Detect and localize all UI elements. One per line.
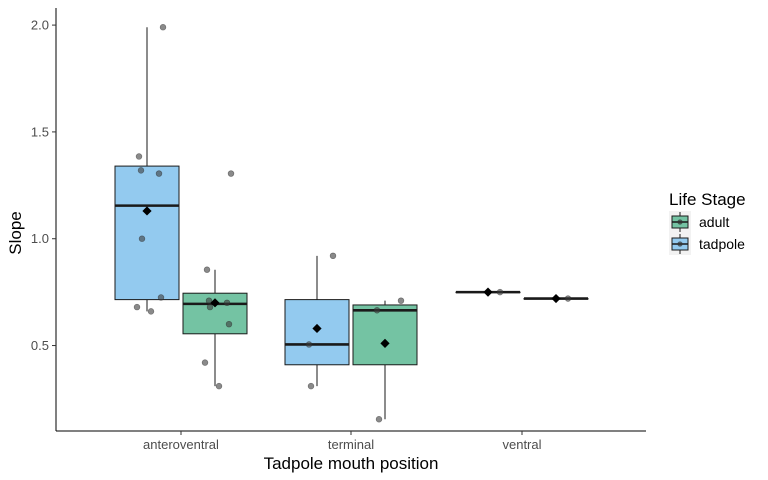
y-tick-label: 1.0 <box>31 231 49 246</box>
mean-marker <box>312 323 322 334</box>
x-axis-title: Tadpole mouth position <box>264 454 439 473</box>
y-tick-label: 0.5 <box>31 338 49 353</box>
y-tick-label: 1.5 <box>31 124 49 139</box>
data-point <box>157 294 165 301</box>
data-point <box>133 303 141 311</box>
data-point <box>375 416 383 423</box>
x-axis: anteroventral terminal ventral <box>56 430 646 452</box>
legend-key-point <box>677 241 683 247</box>
data-point <box>201 359 209 366</box>
mean-marker <box>483 287 493 297</box>
tadpole-box-anteroventral <box>114 24 180 315</box>
plot-area <box>114 24 589 423</box>
legend: Life Stage adult tadpole <box>669 190 746 255</box>
data-point <box>223 299 231 307</box>
adult-box-ventral <box>523 293 589 304</box>
data-point <box>205 297 213 304</box>
legend-key-point <box>677 219 683 225</box>
box-body <box>114 165 180 301</box>
legend-label: adult <box>699 214 729 230</box>
mean-marker <box>380 338 390 349</box>
data-point <box>329 252 337 260</box>
mean-marker <box>210 298 220 308</box>
adult-box-anteroventral <box>182 170 248 390</box>
y-tick-label: 2.0 <box>31 18 49 33</box>
mean-marker <box>142 206 152 216</box>
data-point <box>206 303 214 311</box>
data-point <box>147 308 155 315</box>
adult-box-terminal <box>352 297 418 423</box>
legend-title: Life Stage <box>669 190 746 209</box>
mean-marker <box>551 293 561 304</box>
data-point <box>307 382 315 390</box>
y-axis-title: Slope <box>6 211 25 254</box>
data-point <box>135 153 143 160</box>
data-point <box>397 297 405 304</box>
data-point <box>496 288 504 296</box>
tadpole-box-ventral <box>455 287 521 297</box>
data-point <box>564 295 572 302</box>
data-point <box>203 266 211 273</box>
legend-label: tadpole <box>699 236 745 252</box>
x-tick-label: terminal <box>328 437 374 452</box>
legend-item-tadpole: tadpole <box>669 233 745 255</box>
y-axis: 0.5 1.0 1.5 2.0 <box>31 8 57 431</box>
box-body <box>352 304 418 366</box>
data-point <box>373 307 381 314</box>
data-point <box>305 341 313 348</box>
tadpole-box-terminal <box>284 252 350 390</box>
data-point <box>215 382 223 390</box>
data-point <box>159 24 167 31</box>
legend-item-adult: adult <box>669 211 729 233</box>
data-point <box>155 170 163 177</box>
x-tick-label: ventral <box>502 437 541 452</box>
data-point <box>225 320 233 328</box>
data-point <box>137 167 145 174</box>
x-tick-label: anteroventral <box>143 437 219 452</box>
data-point <box>138 235 146 242</box>
data-point <box>227 170 235 177</box>
